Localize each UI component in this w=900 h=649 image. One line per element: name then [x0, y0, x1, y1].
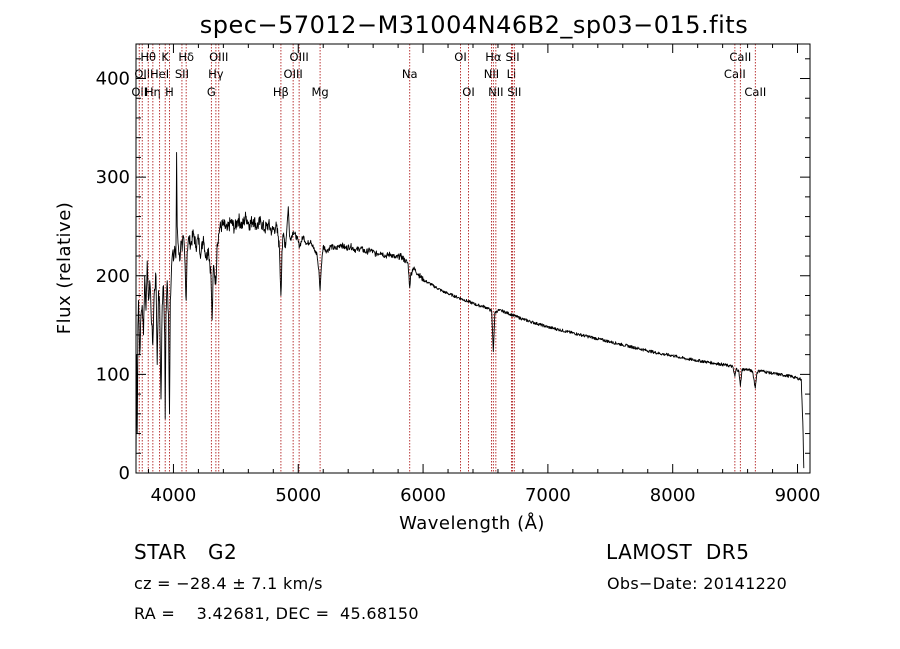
line-label: SII: [175, 67, 189, 81]
y-tick-label: 0: [119, 463, 130, 484]
y-tick-label: 200: [96, 266, 130, 287]
line-label: CaII: [724, 67, 746, 81]
line-label: CaII: [729, 50, 751, 64]
line-label: SII: [506, 50, 520, 64]
x-axis-label: Wavelength (Å): [399, 512, 545, 534]
y-tick-label: 300: [96, 167, 130, 188]
coordinates: RA = 3.42681, DEC = 45.68150: [134, 604, 419, 623]
line-label: Hβ: [273, 85, 289, 99]
line-label: OIII: [290, 50, 309, 64]
line-label: OII: [131, 85, 147, 99]
y-axis-label: Flux (relative): [54, 202, 75, 335]
x-tick-label: 7000: [525, 485, 571, 506]
line-label: Hγ: [208, 67, 224, 81]
survey-name: LAMOST DR5: [606, 540, 750, 564]
x-tick-label: 8000: [650, 485, 696, 506]
y-axis: 0 100 200 300 400: [96, 58, 810, 484]
line-label: NII: [484, 67, 499, 81]
subclass: G2: [208, 540, 238, 564]
spectrum-line: [135, 152, 805, 469]
x-tick-label: 5000: [275, 485, 321, 506]
spectrum-series: [135, 152, 805, 469]
line-label: OIII: [284, 67, 303, 81]
line-label: OI: [454, 50, 466, 64]
x-tick-label: 6000: [400, 485, 446, 506]
x-tick-label: 9000: [775, 485, 821, 506]
line-label: CaII: [744, 85, 766, 99]
line-label: Hθ: [140, 50, 156, 64]
line-label: K: [161, 50, 169, 64]
line-label: Mg: [311, 85, 328, 99]
line-label: Hα: [485, 50, 502, 64]
x-axis: 4000 5000 6000 7000 8000 9000: [147, 44, 821, 506]
line-label: Hδ: [178, 50, 194, 64]
line-label: HeI: [150, 67, 169, 81]
line-label: G: [207, 85, 216, 99]
line-label: OIII: [209, 50, 228, 64]
y-tick-label: 100: [96, 364, 130, 385]
line-label: H: [165, 85, 174, 99]
chart-title: spec−57012−M31004N46B2_sp03−015.fits: [200, 11, 748, 39]
x-tick-label: 4000: [151, 485, 197, 506]
line-label: Li: [507, 67, 517, 81]
y-tick-label: 400: [96, 69, 130, 90]
object-type: STAR: [134, 540, 187, 564]
line-label: SII: [507, 85, 521, 99]
plot-frame: [135, 43, 811, 474]
obs-date: Obs−Date: 20141220: [607, 574, 788, 593]
redshift: cz = −28.4 ± 7.1 km/s: [134, 574, 323, 593]
line-label: Hη: [145, 85, 161, 99]
line-label: Na: [402, 67, 418, 81]
spectral-line-markers: OIIOIIHθHηHeIKHSIIHδGHγOIIIHβOIIIOIIIMgN…: [131, 44, 766, 473]
line-label: OI: [462, 85, 474, 99]
line-label: NII: [488, 85, 503, 99]
line-label: OII: [134, 67, 150, 81]
